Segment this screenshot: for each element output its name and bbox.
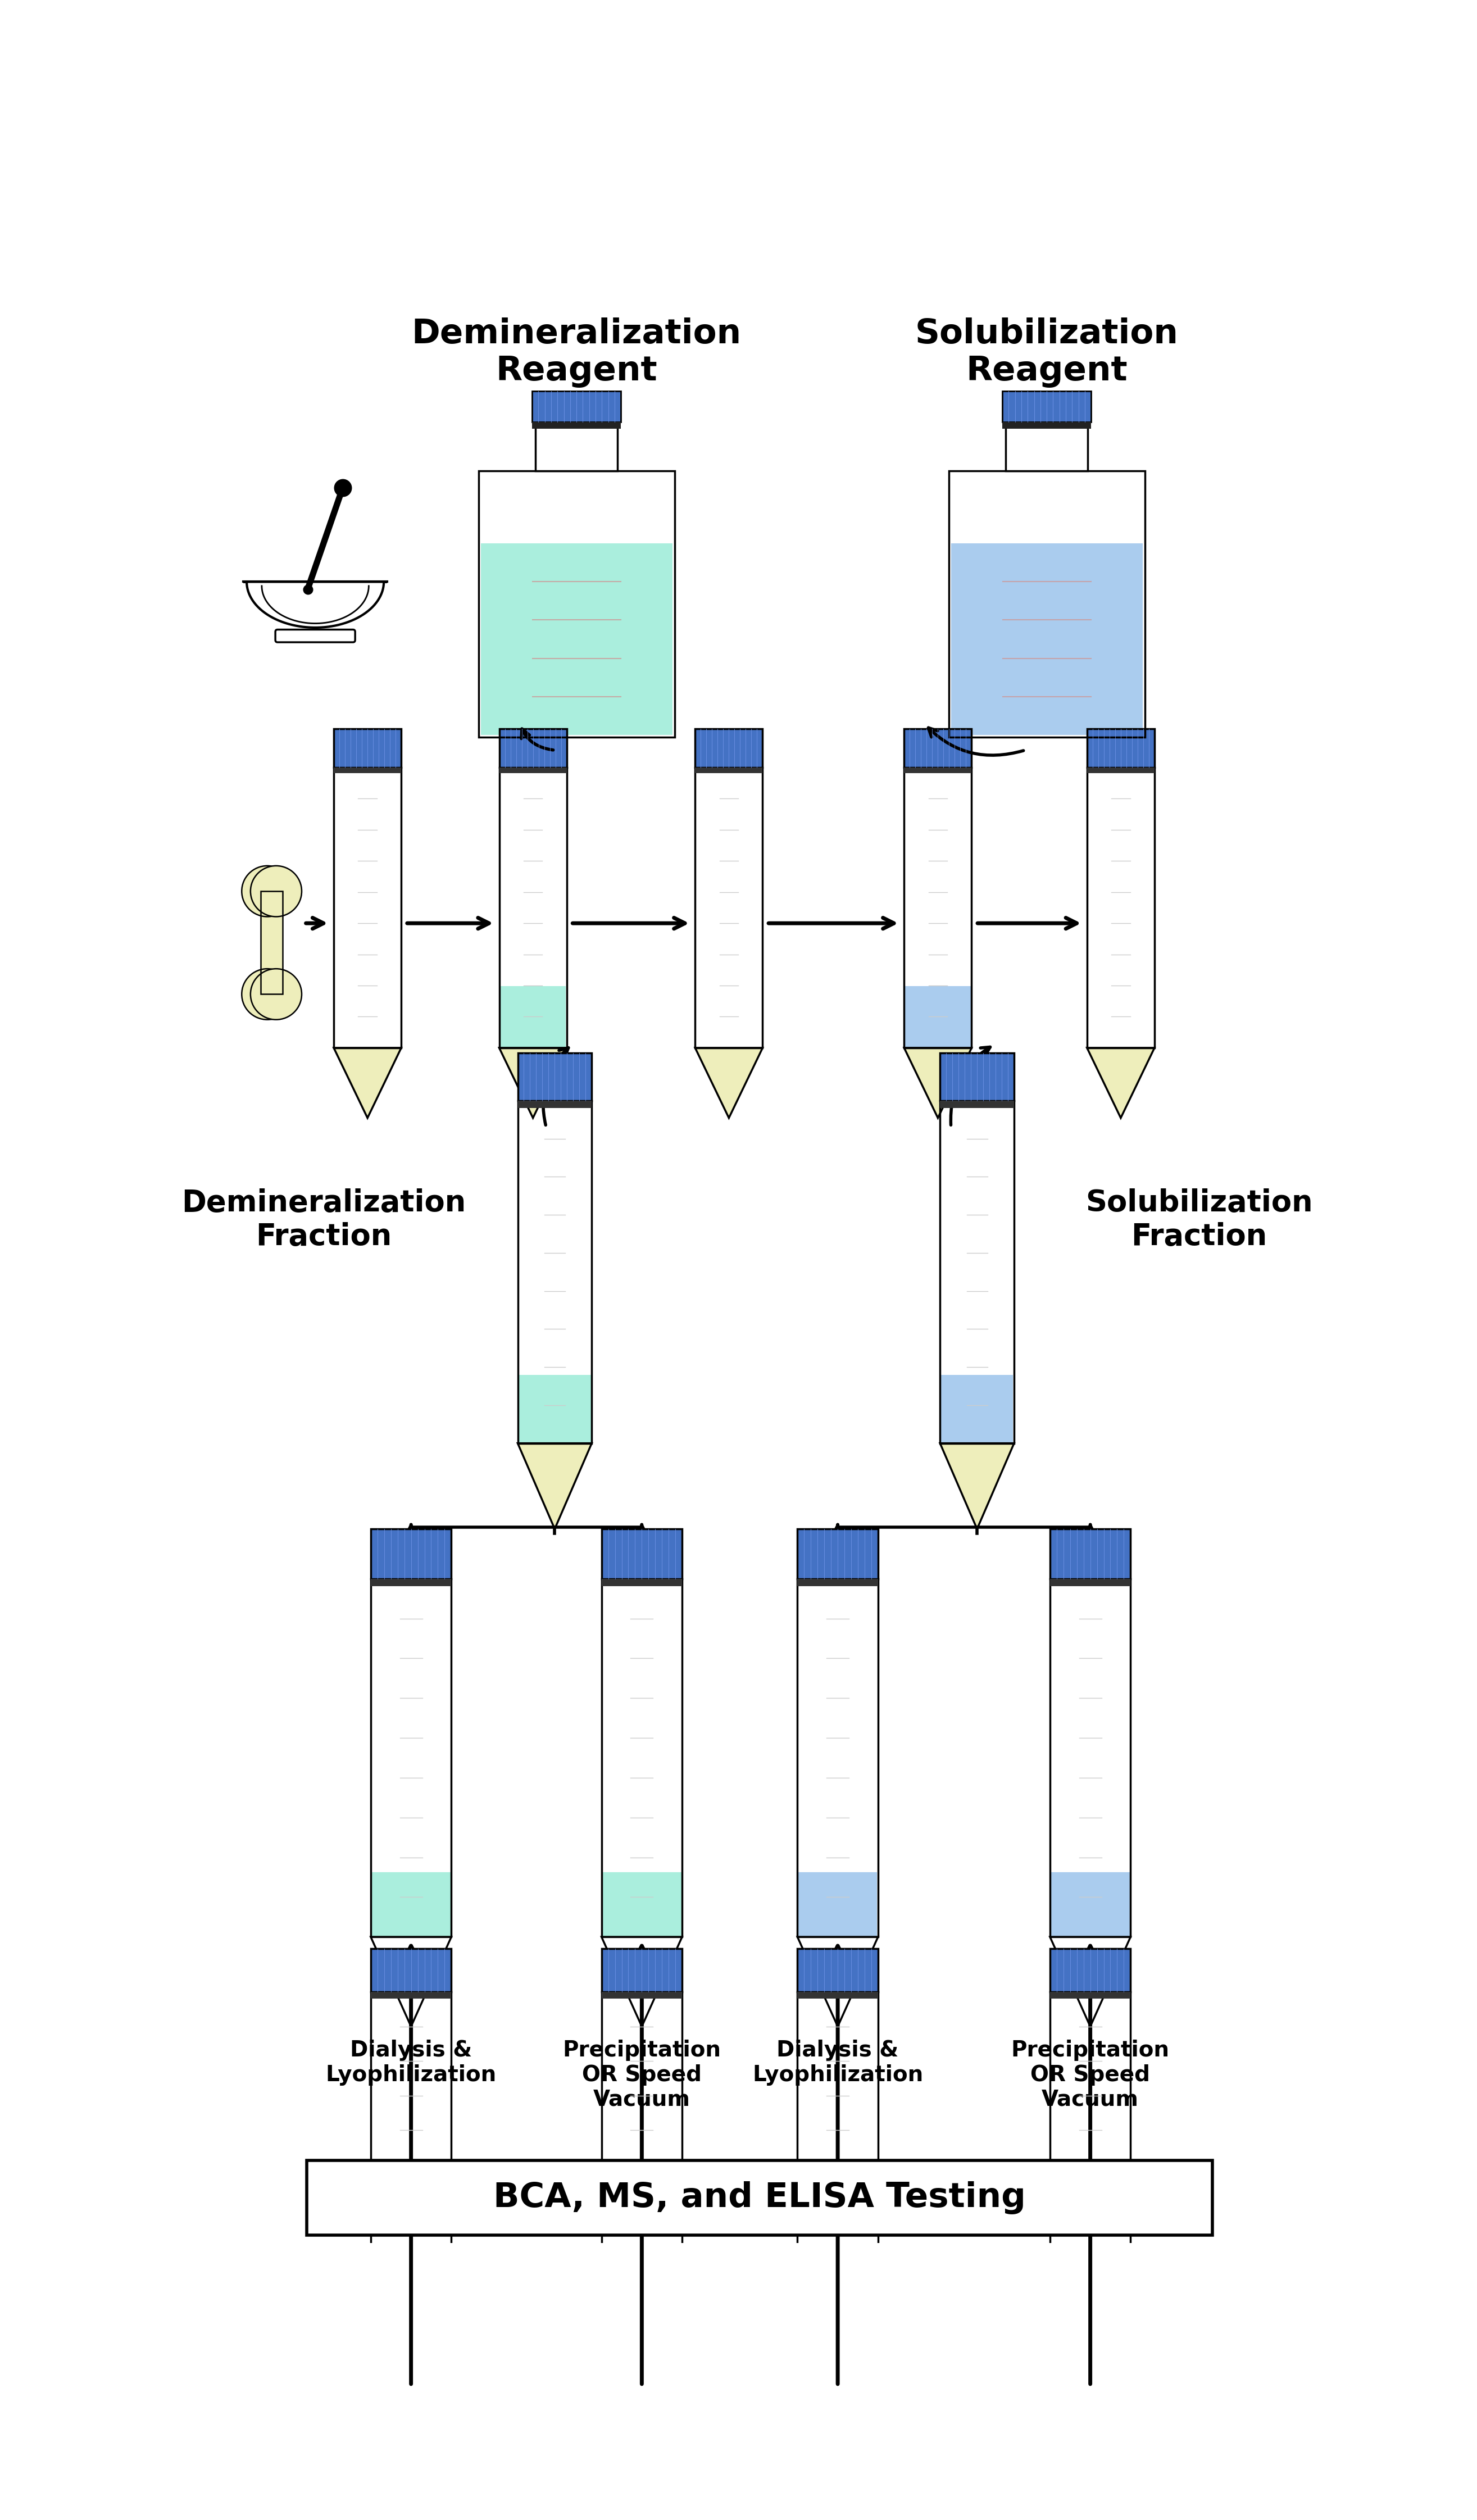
Text: Precipitation
OR Speed
Vacuum: Precipitation OR Speed Vacuum [1012,2039,1170,2109]
Bar [603,1872,681,1938]
Bar [798,1578,877,1938]
Text: Precipitation
OR Speed
Vacuum: Precipitation OR Speed Vacuum [563,2039,721,2109]
Circle shape [242,867,292,917]
Polygon shape [371,2303,452,2381]
Bar [535,423,617,471]
Bar [518,1101,592,1109]
Bar [480,544,672,736]
Text: Demineralization
Fraction: Demineralization Fraction [182,1187,467,1250]
Bar [499,769,567,774]
Polygon shape [601,2303,682,2381]
Polygon shape [334,1048,402,1119]
Bar [696,769,762,774]
Text: Demineralization
Reagent: Demineralization Reagent [412,318,741,388]
Polygon shape [696,1048,762,1119]
Text: Solubilization
Reagent: Solubilization Reagent [916,318,1179,388]
Polygon shape [1087,1048,1155,1119]
Polygon shape [1050,2303,1130,2381]
Bar [334,769,402,1048]
FancyBboxPatch shape [275,630,354,643]
Bar [798,1948,877,1991]
Bar [939,1101,1015,1109]
Bar [601,1991,682,2303]
Bar [372,1872,450,1938]
Polygon shape [244,582,387,627]
Bar [518,1053,592,1101]
FancyBboxPatch shape [307,2160,1213,2235]
Polygon shape [904,1048,972,1119]
Bar [479,471,675,738]
Bar [601,1578,682,1585]
Bar [799,1872,877,1938]
Bar [499,769,567,1048]
Polygon shape [499,1048,567,1119]
Bar [939,1053,1015,1101]
Circle shape [251,968,301,1021]
Bar [601,1530,682,1578]
Polygon shape [261,892,282,995]
Bar [371,1948,452,1991]
Bar [1003,391,1092,423]
Bar [1050,1530,1130,1578]
Bar [518,1376,591,1444]
Bar [948,471,1145,738]
Bar [904,769,972,1048]
Bar [948,471,1145,738]
Bar [601,1991,682,1998]
Bar [1087,728,1155,769]
Bar [1050,1872,1130,1938]
Bar [1087,769,1155,1048]
Bar [798,1578,877,1585]
Bar [905,985,970,1048]
Circle shape [251,867,301,917]
Text: Dialysis &
Lyophilization: Dialysis & Lyophilization [325,2039,496,2087]
Circle shape [242,968,292,1021]
Bar [501,985,566,1048]
Bar [334,769,402,774]
Bar [532,423,620,428]
Bar [798,1530,877,1578]
Bar [532,391,620,423]
Bar [371,1991,452,2303]
Bar [371,1578,452,1938]
Bar [696,769,762,1048]
Bar [1050,1991,1130,2303]
Text: Dialysis &
Lyophilization: Dialysis & Lyophilization [752,2039,923,2087]
Bar [1050,1991,1130,1998]
Bar [1050,1578,1130,1938]
Bar [798,1991,877,1998]
Bar [518,1101,592,1444]
Text: BCA, MS, and ELISA Testing: BCA, MS, and ELISA Testing [493,2182,1025,2215]
Bar [371,1578,452,1585]
Bar [939,1101,1015,1444]
Bar [696,728,762,769]
Bar [904,728,972,769]
Bar [1050,1948,1130,1991]
Polygon shape [939,1444,1015,1530]
Bar [1006,423,1089,471]
Bar [1050,1578,1130,1585]
Bar [904,769,972,774]
Bar [798,1991,877,2303]
Bar [1087,769,1155,774]
Bar [1003,423,1092,428]
Bar [601,1948,682,1991]
Polygon shape [798,2303,877,2381]
Bar [479,471,675,738]
Bar [371,1991,452,1998]
Bar [499,728,567,769]
Bar [601,1578,682,1938]
Bar [951,544,1143,736]
Bar [371,1530,452,1578]
Bar [334,728,402,769]
Polygon shape [518,1444,592,1530]
Bar [941,1376,1013,1444]
Text: Solubilization
Fraction: Solubilization Fraction [1086,1187,1313,1250]
